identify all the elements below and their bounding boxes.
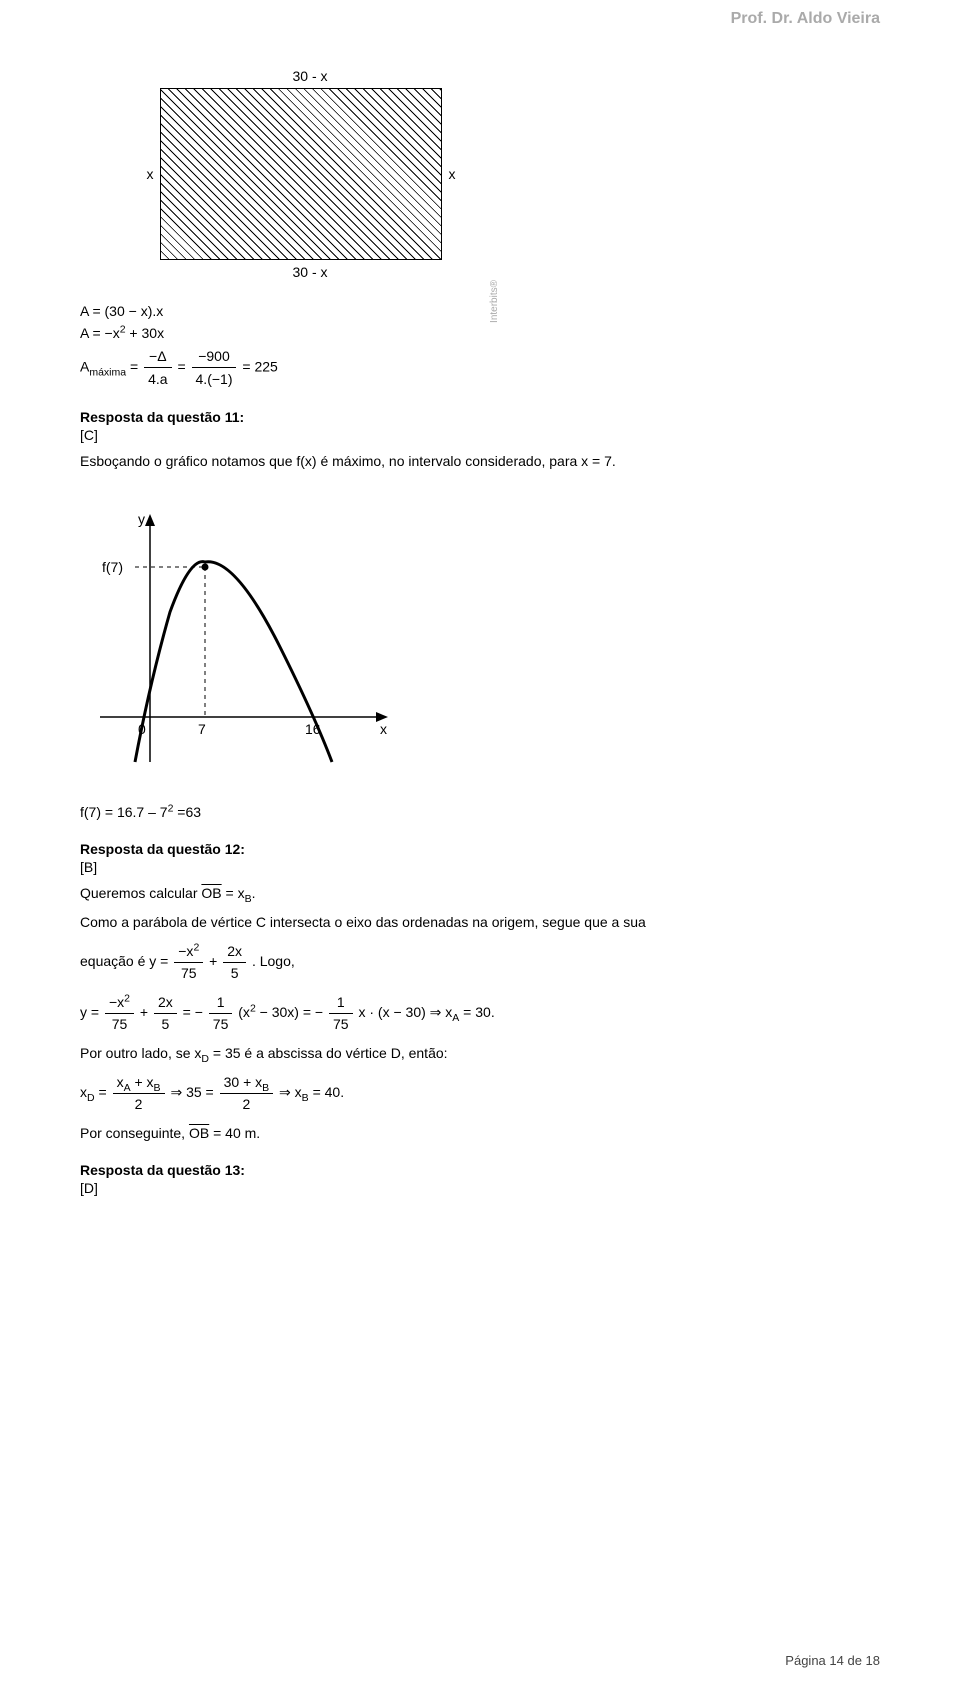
q11-answer: [C] xyxy=(80,427,880,443)
q11-title: Resposta da questão 11: xyxy=(80,409,880,425)
eq-area-2: A = −x2 + 30x xyxy=(80,322,880,344)
area-equations: A = (30 − x).x A = −x2 + 30x Amáxima = −… xyxy=(80,300,880,391)
frac-900: −900 4.(−1) xyxy=(192,345,237,391)
rect-left-label: x xyxy=(140,166,160,182)
q12-conseg: Por conseguinte, OB = 40 m. xyxy=(80,1123,880,1144)
author-name: Prof. Dr. Aldo Vieira xyxy=(731,10,880,27)
q12-long-eq: y = −x2 75 + 2x 5 = − 1 75 (x2 − 30x) = … xyxy=(80,992,880,1035)
tick-7: 7 xyxy=(198,721,206,737)
rect-bottom-label: 30 - x xyxy=(140,264,480,280)
parabola-svg: y x 0 7 16 f(7) xyxy=(80,502,400,782)
rect-top-label: 30 - x xyxy=(140,68,480,84)
y-axis-label: y xyxy=(138,511,145,527)
q12-calc-ob: Queremos calcular OB = xB. xyxy=(80,883,880,904)
q12-xd-eq: xD = xA + xB 2 ⇒ 35 = 30 + xB 2 ⇒ xB = 4… xyxy=(80,1072,880,1115)
x-axis-label: x xyxy=(380,721,387,737)
figure-hatched-rectangle: 30 - x x x 30 - x Interbits® xyxy=(80,68,880,280)
eq-area-max: Amáxima = −Δ 4.a = −900 4.(−1) = 225 xyxy=(80,345,880,391)
q12-parabola-text-1: Como a parábola de vértice C intersecta … xyxy=(80,912,880,933)
q12-answer: [B] xyxy=(80,859,880,875)
q11-f7-calc: f(7) = 16.7 – 72 =63 xyxy=(80,802,880,823)
q11-text: Esboçando o gráfico notamos que f(x) é m… xyxy=(80,451,880,472)
q12-title: Resposta da questão 12: xyxy=(80,841,880,857)
rect-right-label: x xyxy=(442,166,462,182)
figure-parabola-graph: y x 0 7 16 f(7) xyxy=(80,502,880,782)
q12-por-outro: Por outro lado, se xD = 35 é a abscissa … xyxy=(80,1043,880,1064)
q12-eq-y: equação é y = −x2 75 + 2x 5 . Logo, xyxy=(80,941,880,984)
f7-label: f(7) xyxy=(102,559,123,575)
page-header: Prof. Dr. Aldo Vieira xyxy=(80,0,880,58)
hatched-rectangle xyxy=(160,88,442,260)
q13-title: Resposta da questão 13: xyxy=(80,1162,880,1178)
eq-area-1: A = (30 − x).x xyxy=(80,300,880,322)
frac-delta: −Δ 4.a xyxy=(144,345,171,391)
q13-answer: [D] xyxy=(80,1180,880,1196)
page-footer: Página 14 de 18 xyxy=(785,1653,880,1668)
interbits-watermark: Interbits® xyxy=(489,280,500,323)
